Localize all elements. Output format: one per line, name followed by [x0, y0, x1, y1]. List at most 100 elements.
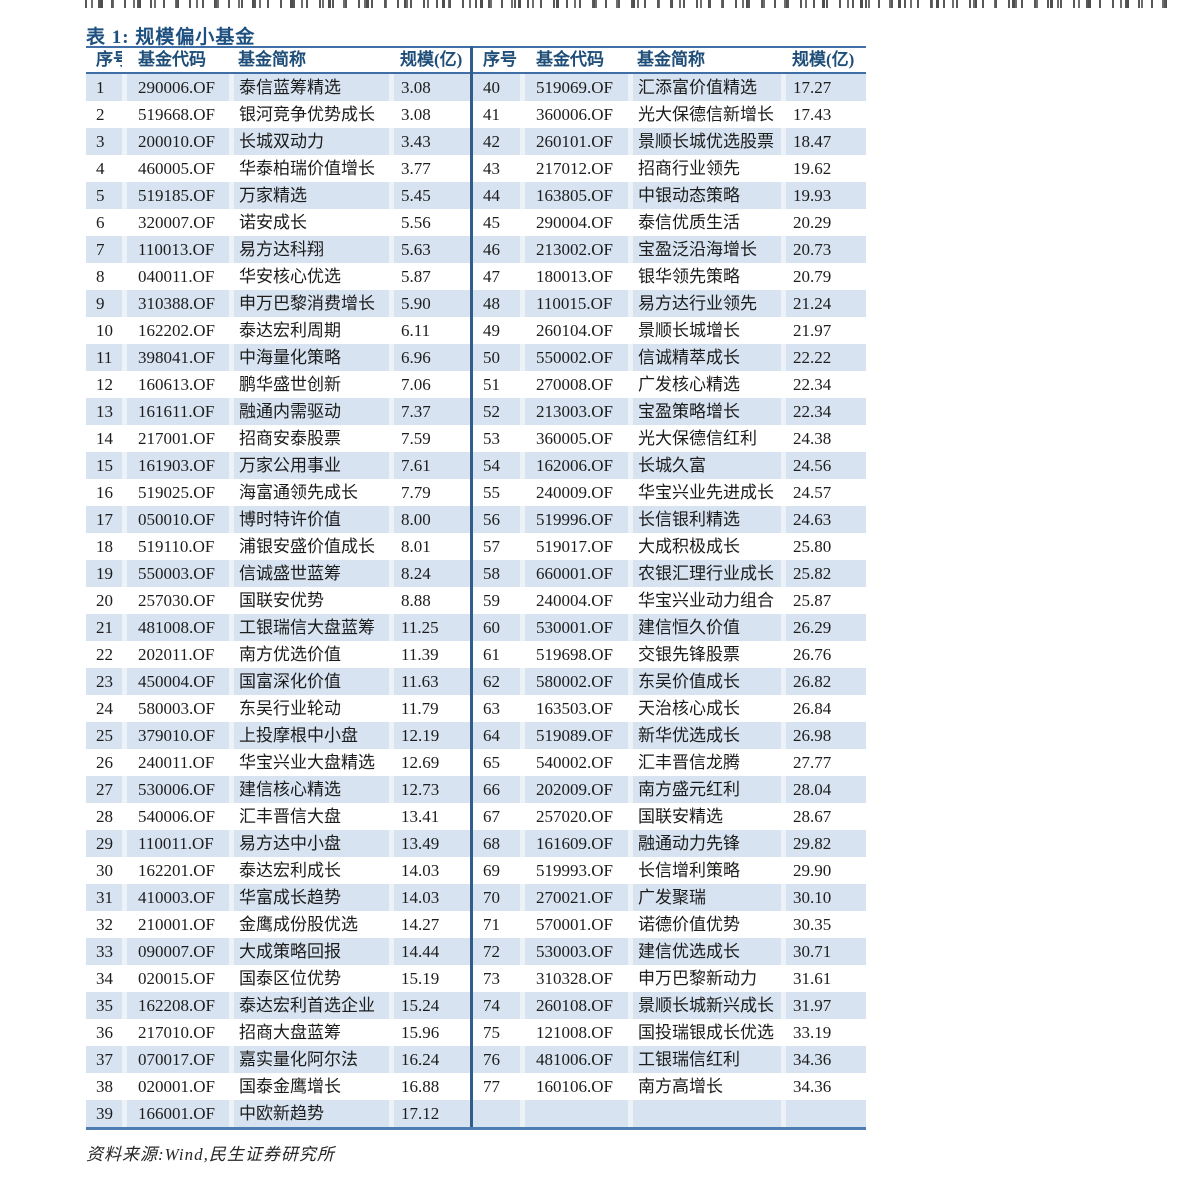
cell-scale: 27.77	[781, 749, 866, 776]
cell-fund-name: 易方达行业领先	[628, 290, 781, 317]
cell-index: 19	[86, 560, 122, 587]
col-header-index: 序号	[86, 46, 122, 74]
cell-scale: 11.79	[389, 695, 470, 722]
table-row: 16 519025.OF 海富通领先成长 7.79	[86, 479, 470, 506]
cell-fund-code: 260101.OF	[520, 128, 628, 155]
col-header-scale: 规模(亿)	[781, 46, 866, 74]
cell-fund-name: 华宝兴业动力组合	[628, 587, 781, 614]
cell-fund-code	[520, 1100, 628, 1127]
cell-fund-name: 银河竞争优势成长	[229, 101, 389, 128]
cell-fund-name: 天治核心成长	[628, 695, 781, 722]
cell-fund-name: 万家精选	[229, 182, 389, 209]
table-row: 65 540002.OF 汇丰晋信龙腾 27.77	[473, 749, 866, 776]
cell-index: 74	[473, 992, 520, 1019]
cell-scale: 20.29	[781, 209, 866, 236]
left-table-body: 1 290006.OF 泰信蓝筹精选 3.08 2 519668.OF 银河竞争优势成长 3.…	[86, 74, 470, 1127]
cell-scale: 8.01	[389, 533, 470, 560]
cell-fund-name: 长城久富	[628, 452, 781, 479]
cell-fund-name: 中欧新趋势	[229, 1100, 389, 1127]
table-row: 68 161609.OF 融通动力先锋 29.82	[473, 830, 866, 857]
cell-index: 3	[86, 128, 122, 155]
cell-index: 33	[86, 938, 122, 965]
cell-scale: 33.19	[781, 1019, 866, 1046]
cell-fund-name: 工银瑞信红利	[628, 1046, 781, 1073]
col-header-fund-name: 基金简称	[229, 46, 389, 74]
cell-fund-name: 景顺长城新兴成长	[628, 992, 781, 1019]
cell-scale: 7.59	[389, 425, 470, 452]
cell-index: 73	[483, 969, 500, 988]
cell-fund-name: 汇丰晋信大盘	[229, 803, 389, 830]
cell-fund-name: 泰信优质生活	[628, 209, 781, 236]
cell-scale: 19.62	[781, 155, 866, 182]
cell-index: 61	[483, 645, 500, 664]
cell-scale: 6.11	[389, 317, 470, 344]
table-row: 26 240011.OF 华宝兴业大盘精选 12.69	[86, 749, 470, 776]
cell-fund-code: 161611.OF	[122, 398, 229, 425]
cell-index: 24	[96, 699, 113, 718]
cell-fund-code: 162208.OF	[122, 992, 229, 1019]
cell-scale: 15.19	[389, 965, 470, 992]
cell-scale: 3.08	[389, 101, 470, 128]
cell-index: 6	[96, 213, 105, 232]
cell-fund-code: 519089.OF	[520, 722, 628, 749]
fund-table-left: 序号 基金代码 基金简称 规模(亿) 1290006.OF泰信蓝筹精选3.082…	[86, 46, 470, 1127]
cell-fund-code: 530003.OF	[520, 938, 628, 965]
cell-index: 70	[473, 884, 520, 911]
table-row: 1 290006.OF 泰信蓝筹精选 3.08	[86, 74, 470, 101]
cell-index: 4	[96, 159, 105, 178]
cell-fund-name: 鹏华盛世创新	[229, 371, 389, 398]
cell-index: 67	[483, 807, 500, 826]
cell-fund-name: 中银动态策略	[628, 182, 781, 209]
cell-scale: 22.34	[781, 371, 866, 398]
table-row: 41 360006.OF 光大保德信新增长 17.43	[473, 101, 866, 128]
table-row: 77 160106.OF 南方高增长 34.36	[473, 1073, 866, 1100]
table-row: 52 213003.OF 宝盈策略增长 22.34	[473, 398, 866, 425]
cell-fund-name: 嘉实量化阿尔法	[229, 1046, 389, 1073]
table-row: 18 519110.OF 浦银安盛价值成长 8.01	[86, 533, 470, 560]
table-row: 34 020015.OF 国泰区位优势 15.19	[86, 965, 470, 992]
cell-fund-name: 国富深化价值	[229, 668, 389, 695]
cell-scale: 5.90	[389, 290, 470, 317]
cell-scale: 14.27	[389, 911, 470, 938]
cell-index: 30	[96, 861, 113, 880]
cell-fund-code: 410003.OF	[122, 884, 229, 911]
cell-index: 45	[483, 213, 500, 232]
cell-fund-code: 110011.OF	[122, 830, 229, 857]
cell-fund-name: 信诚精萃成长	[628, 344, 781, 371]
cell-scale: 30.35	[781, 911, 866, 938]
cell-index: 64	[473, 722, 520, 749]
table-row: 6 320007.OF 诺安成长 5.56	[86, 209, 470, 236]
table-row: 25 379010.OF 上投摩根中小盘 12.19	[86, 722, 470, 749]
cell-index: 15	[86, 452, 122, 479]
cell-fund-name: 建信优选成长	[628, 938, 781, 965]
cell-fund-code: 519668.OF	[122, 101, 229, 128]
cell-index: 12	[96, 375, 113, 394]
table-row: 20 257030.OF 国联安优势 8.88	[86, 587, 470, 614]
cell-fund-code: 161609.OF	[520, 830, 628, 857]
cell-fund-name: 景顺长城优选股票	[628, 128, 781, 155]
cell-fund-code: 460005.OF	[122, 155, 229, 182]
cell-fund-name: 国联安精选	[628, 803, 781, 830]
right-table-header: 序号 基金代码 基金简称 规模(亿)	[473, 46, 866, 74]
cell-fund-name: 宝盈策略增长	[628, 398, 781, 425]
table-row: 29 110011.OF 易方达中小盘 13.49	[86, 830, 470, 857]
cell-index: 58	[473, 560, 520, 587]
cell-index: 66	[473, 776, 520, 803]
cell-scale: 24.57	[781, 479, 866, 506]
cell-fund-code: 360005.OF	[520, 425, 628, 452]
cell-scale: 29.82	[781, 830, 866, 857]
cell-index: 21	[86, 614, 122, 641]
cell-fund-name: 交银先锋股票	[628, 641, 781, 668]
cell-scale: 26.29	[781, 614, 866, 641]
cell-fund-code: 260108.OF	[520, 992, 628, 1019]
cell-fund-name: 易方达科翔	[229, 236, 389, 263]
cell-scale: 25.80	[781, 533, 866, 560]
cell-fund-name: 海富通领先成长	[229, 479, 389, 506]
cell-fund-name: 农银汇理行业成长	[628, 560, 781, 587]
cell-fund-code: 162201.OF	[122, 857, 229, 884]
cell-fund-name: 景顺长城增长	[628, 317, 781, 344]
cell-fund-name: 招商安泰股票	[229, 425, 389, 452]
cell-index: 75	[483, 1023, 500, 1042]
